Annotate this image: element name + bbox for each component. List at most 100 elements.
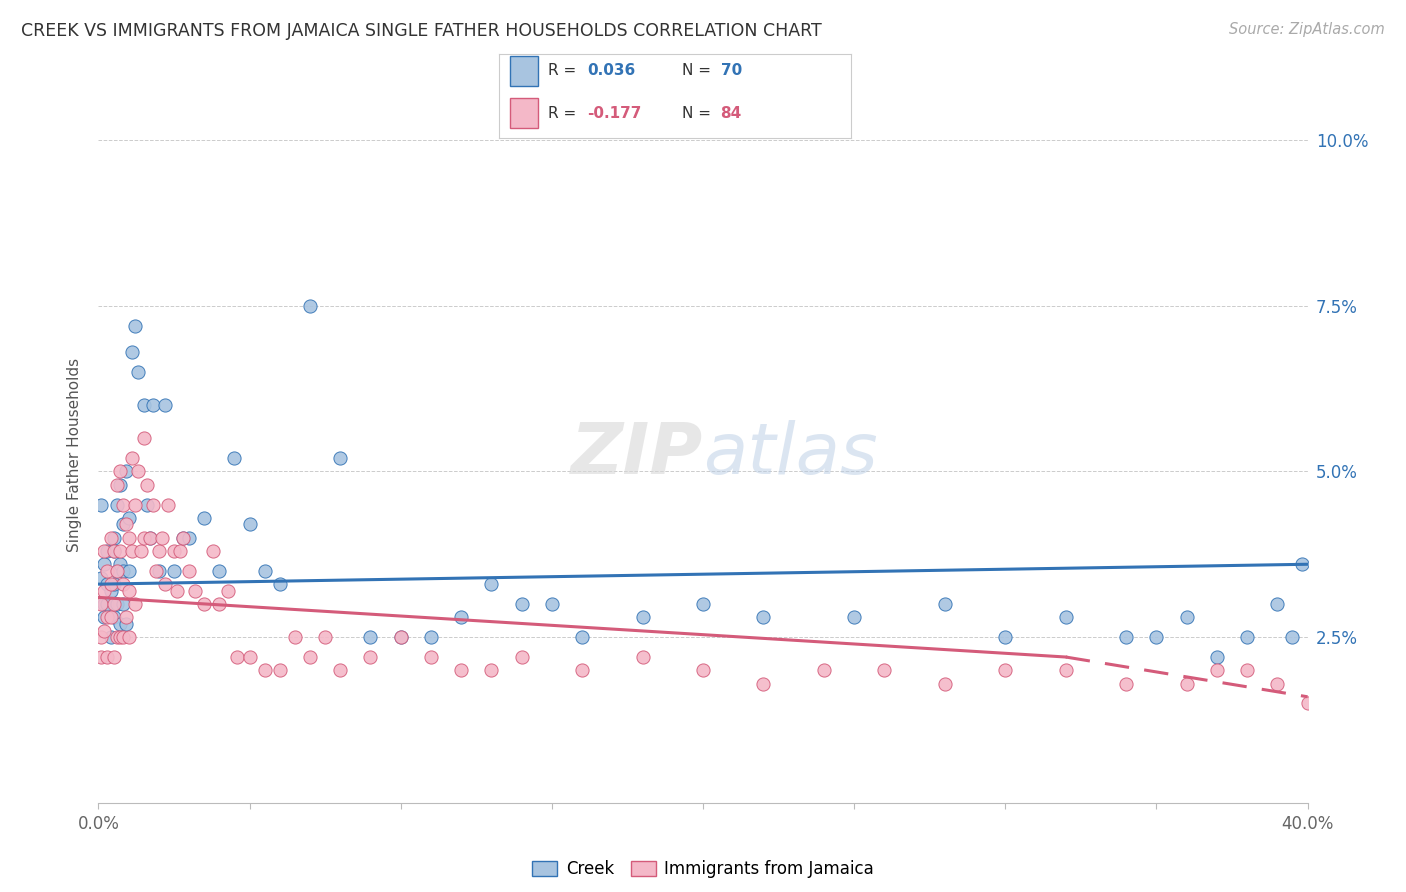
Point bbox=[329, 451, 352, 466]
Point bbox=[163, 564, 186, 578]
Point bbox=[1296, 697, 1319, 711]
Point bbox=[108, 616, 131, 631]
Point bbox=[105, 597, 128, 611]
Point bbox=[208, 564, 231, 578]
Point bbox=[172, 531, 194, 545]
Point bbox=[481, 663, 503, 677]
Text: N =: N = bbox=[682, 106, 711, 120]
Point bbox=[193, 597, 215, 611]
Point bbox=[132, 531, 155, 545]
Point bbox=[90, 650, 112, 665]
Point bbox=[93, 583, 115, 598]
Point bbox=[103, 531, 125, 545]
Point bbox=[129, 544, 152, 558]
Text: N =: N = bbox=[682, 63, 711, 78]
Point bbox=[510, 650, 533, 665]
Point bbox=[93, 544, 115, 558]
Point bbox=[127, 465, 149, 479]
Point bbox=[510, 597, 533, 611]
Text: -0.177: -0.177 bbox=[588, 106, 641, 120]
Point bbox=[105, 564, 128, 578]
Point bbox=[132, 398, 155, 412]
Point bbox=[93, 624, 115, 638]
Point bbox=[1236, 663, 1258, 677]
Text: ZIP: ZIP bbox=[571, 420, 703, 490]
Point bbox=[224, 451, 246, 466]
Point bbox=[105, 630, 128, 644]
Point bbox=[172, 531, 194, 545]
Point bbox=[93, 597, 115, 611]
Point bbox=[96, 564, 118, 578]
Point bbox=[96, 610, 118, 624]
Point bbox=[124, 498, 146, 512]
Point bbox=[96, 577, 118, 591]
Point bbox=[299, 299, 322, 313]
Point bbox=[111, 630, 134, 644]
Point bbox=[217, 583, 239, 598]
Point bbox=[1236, 630, 1258, 644]
Point bbox=[93, 558, 115, 572]
Point bbox=[148, 544, 170, 558]
Point bbox=[105, 477, 128, 491]
Point bbox=[103, 544, 125, 558]
Point bbox=[193, 511, 215, 525]
Point bbox=[108, 477, 131, 491]
Point bbox=[389, 630, 412, 644]
Point bbox=[1281, 630, 1303, 644]
Point bbox=[450, 610, 472, 624]
Point bbox=[139, 531, 162, 545]
Point bbox=[169, 544, 191, 558]
Point bbox=[1175, 610, 1198, 624]
Point bbox=[253, 663, 276, 677]
Bar bbox=[510, 56, 537, 86]
Point bbox=[360, 630, 382, 644]
Point bbox=[111, 517, 134, 532]
Point bbox=[184, 583, 207, 598]
Point bbox=[1206, 663, 1229, 677]
Point bbox=[90, 630, 112, 644]
Point bbox=[1206, 650, 1229, 665]
Point bbox=[226, 650, 249, 665]
Point bbox=[121, 451, 143, 466]
Point bbox=[105, 564, 128, 578]
Point bbox=[994, 663, 1017, 677]
Text: CREEK VS IMMIGRANTS FROM JAMAICA SINGLE FATHER HOUSEHOLDS CORRELATION CHART: CREEK VS IMMIGRANTS FROM JAMAICA SINGLE … bbox=[21, 22, 823, 40]
Text: 84: 84 bbox=[721, 106, 742, 120]
Point bbox=[844, 610, 866, 624]
Point bbox=[103, 597, 125, 611]
Point bbox=[135, 477, 157, 491]
Point bbox=[314, 630, 336, 644]
Point bbox=[179, 564, 201, 578]
Point bbox=[90, 570, 112, 584]
Text: R =: R = bbox=[548, 63, 576, 78]
Point bbox=[1267, 676, 1289, 690]
Point bbox=[1144, 630, 1167, 644]
Text: R =: R = bbox=[548, 106, 576, 120]
Point bbox=[1267, 597, 1289, 611]
Point bbox=[127, 365, 149, 379]
Point bbox=[90, 597, 112, 611]
Point bbox=[118, 531, 141, 545]
Text: 70: 70 bbox=[721, 63, 742, 78]
Point bbox=[100, 630, 122, 644]
Point bbox=[108, 558, 131, 572]
Text: Source: ZipAtlas.com: Source: ZipAtlas.com bbox=[1229, 22, 1385, 37]
Point bbox=[105, 498, 128, 512]
Point bbox=[96, 544, 118, 558]
Point bbox=[100, 583, 122, 598]
Point bbox=[934, 676, 956, 690]
Point bbox=[299, 650, 322, 665]
Point bbox=[135, 498, 157, 512]
Point bbox=[118, 583, 141, 598]
Point bbox=[114, 610, 136, 624]
Point bbox=[450, 663, 472, 677]
Point bbox=[163, 544, 186, 558]
Point bbox=[1291, 558, 1313, 572]
Point bbox=[114, 517, 136, 532]
Point bbox=[150, 531, 173, 545]
Point bbox=[124, 318, 146, 333]
Point bbox=[118, 630, 141, 644]
Point bbox=[481, 577, 503, 591]
Point bbox=[329, 663, 352, 677]
Point bbox=[93, 610, 115, 624]
